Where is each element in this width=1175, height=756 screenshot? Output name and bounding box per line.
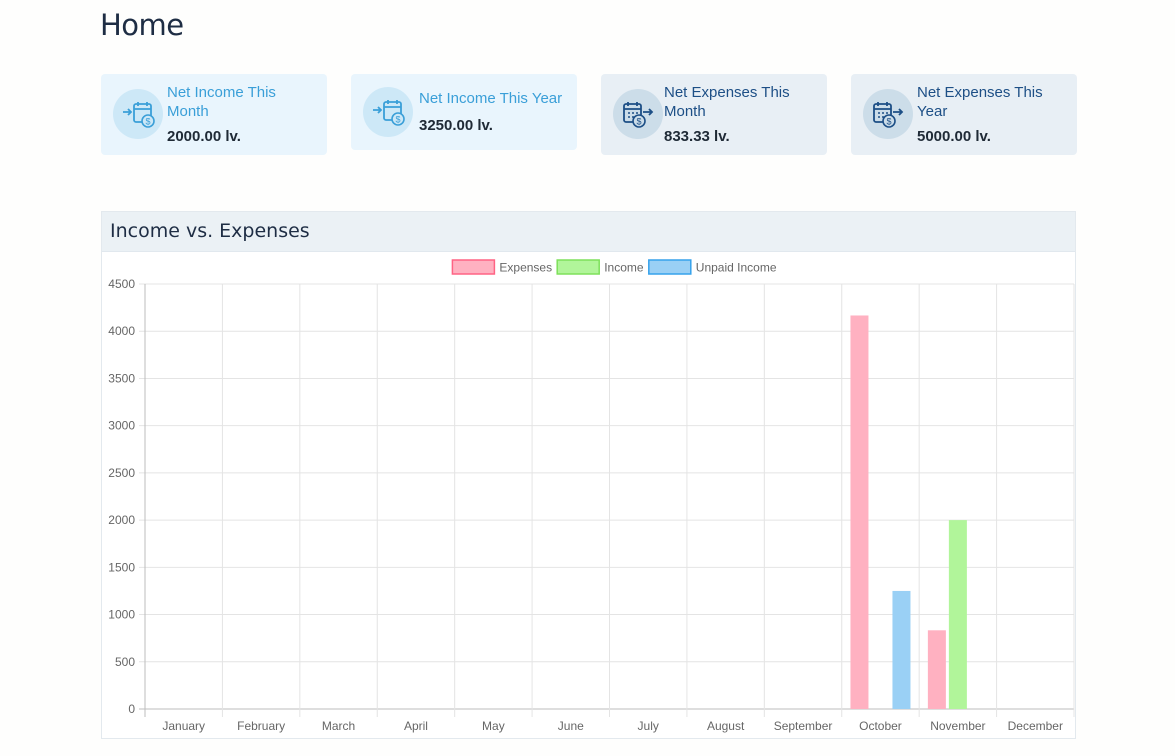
legend-swatch bbox=[556, 259, 600, 275]
card-label: Net Expenses This Year bbox=[917, 84, 1043, 120]
card-value: 5000.00 lv. bbox=[917, 128, 991, 145]
net-income-year-card: $ Net Income This Year 3250.00 lv. bbox=[351, 74, 577, 150]
legend-label: Expenses bbox=[499, 261, 552, 275]
calendar-expense-icon: $ bbox=[863, 89, 913, 139]
y-tick-label: 1000 bbox=[108, 608, 135, 622]
bar-expenses bbox=[927, 630, 946, 709]
legend-swatch bbox=[451, 259, 496, 275]
x-tick-label: March bbox=[322, 719, 355, 733]
y-tick-label: 2500 bbox=[108, 466, 135, 480]
x-tick-label: July bbox=[638, 719, 659, 733]
legend-swatch bbox=[648, 259, 692, 275]
card-value: 2000.00 lv. bbox=[167, 128, 241, 145]
bar-income bbox=[948, 520, 967, 709]
page-title: Home bbox=[100, 8, 184, 42]
net-expenses-month-card: $ Net Expenses This Month 833.33 lv. bbox=[601, 74, 827, 155]
calendar-income-icon: $ bbox=[113, 89, 163, 139]
summary-cards: $ Net Income This Month 2000.00 lv. $ Ne… bbox=[101, 74, 1077, 156]
x-tick-label: August bbox=[707, 719, 745, 733]
svg-text:$: $ bbox=[145, 117, 150, 127]
svg-text:$: $ bbox=[636, 117, 641, 127]
legend-label: Income bbox=[604, 261, 644, 275]
y-tick-label: 3500 bbox=[108, 371, 135, 385]
legend-label: Unpaid Income bbox=[696, 261, 777, 275]
y-tick-label: 500 bbox=[115, 655, 135, 669]
y-tick-label: 4500 bbox=[108, 277, 135, 291]
x-tick-label: June bbox=[558, 719, 584, 733]
card-value: 833.33 lv. bbox=[664, 128, 730, 145]
bar-expenses bbox=[850, 315, 869, 709]
x-tick-label: October bbox=[859, 719, 902, 733]
panel-title: Income vs. Expenses bbox=[110, 220, 310, 242]
y-tick-label: 2000 bbox=[108, 513, 135, 527]
card-value: 3250.00 lv. bbox=[419, 117, 493, 134]
card-label: Net Income This Month bbox=[167, 84, 276, 120]
card-label: Net Expenses This Month bbox=[664, 84, 790, 120]
net-income-month-card: $ Net Income This Month 2000.00 lv. bbox=[101, 74, 327, 155]
calendar-expense-icon: $ bbox=[613, 89, 663, 139]
svg-text:$: $ bbox=[886, 117, 891, 127]
net-expenses-year-card: $ Net Expenses This Year 5000.00 lv. bbox=[851, 74, 1077, 155]
bar-unpaid-income bbox=[892, 590, 911, 709]
x-tick-label: May bbox=[482, 719, 505, 733]
y-tick-label: 1500 bbox=[108, 560, 135, 574]
calendar-income-icon: $ bbox=[363, 87, 413, 137]
x-tick-label: September bbox=[774, 719, 833, 733]
x-tick-label: November bbox=[930, 719, 985, 733]
card-label: Net Income This Year bbox=[419, 90, 563, 107]
x-tick-label: April bbox=[404, 719, 428, 733]
y-tick-label: 0 bbox=[128, 702, 135, 716]
y-tick-label: 4000 bbox=[108, 324, 135, 338]
panel-header: Income vs. Expenses bbox=[102, 212, 1075, 252]
y-tick-label: 3000 bbox=[108, 419, 135, 433]
income-vs-expenses-panel: Income vs. Expenses 0 500 1000 1500 2000 2500… bbox=[101, 211, 1076, 739]
svg-text:$: $ bbox=[395, 115, 400, 125]
bar-chart: 0 500 1000 1500 2000 2500 3000 3500 4000 4500 Janu… bbox=[108, 259, 1075, 733]
x-tick-label: January bbox=[162, 719, 205, 733]
x-tick-label: December bbox=[1008, 719, 1063, 733]
x-tick-label: February bbox=[237, 719, 285, 733]
